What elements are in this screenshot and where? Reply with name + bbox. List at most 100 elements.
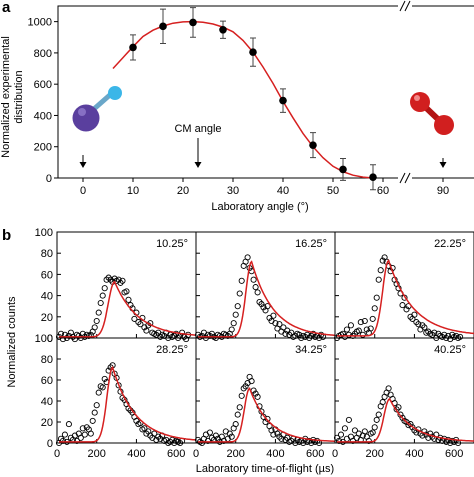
tof-data-point <box>264 303 271 310</box>
tof-data-point <box>345 416 352 423</box>
tof-data-point <box>272 320 279 327</box>
tof-data-point <box>167 438 174 445</box>
tof-xtick-label: 600 <box>167 448 185 460</box>
panel-a-data-point <box>159 22 167 31</box>
tof-fit-curve <box>198 387 335 443</box>
tof-data-point <box>99 292 106 299</box>
panel-a-ylabel-line1: Normalized experimental <box>0 36 12 158</box>
tof-data-point <box>153 436 160 443</box>
tof-ytick-label: 100 <box>35 227 53 239</box>
tof-data-point <box>395 404 402 411</box>
tof-data-point <box>369 315 376 322</box>
tof-data-point <box>365 437 372 444</box>
tof-data-point <box>296 331 303 338</box>
reactant-molecule-large-atom <box>72 104 100 132</box>
tof-data-point <box>238 277 245 284</box>
tof-data-point <box>101 375 108 382</box>
panel-a-data-point <box>339 165 347 174</box>
panel-a-xtick-label: 60 <box>377 185 389 197</box>
tof-data-point <box>99 384 106 391</box>
tof-data-point <box>399 414 406 421</box>
tof-data-point <box>369 429 376 436</box>
tof-data-point <box>371 305 378 312</box>
tof-data-point <box>399 302 406 309</box>
tof-data-point <box>91 324 98 331</box>
tof-ytick-label: 60 <box>41 269 53 281</box>
tof-xtick-label: 400 <box>127 448 145 460</box>
tof-ytick-label: 80 <box>41 248 53 260</box>
tof-data-point <box>357 319 364 326</box>
tof-data-point <box>123 288 130 295</box>
panel-a-ytick-label: 1000 <box>28 17 52 29</box>
tof-ytick-label: 20 <box>41 312 53 324</box>
tof-data-point <box>282 330 289 337</box>
tof-data-point <box>236 404 243 411</box>
arrow-head <box>439 162 447 168</box>
tof-data-point <box>341 425 348 432</box>
tof-data-point <box>228 326 235 333</box>
arrow-head <box>194 162 202 168</box>
arrow-head <box>79 162 87 168</box>
tof-data-point <box>379 399 386 406</box>
tof-data-point <box>87 430 94 437</box>
tof-xtick-label: 0 <box>54 448 60 460</box>
tof-data-point <box>351 427 358 434</box>
tof-data-point <box>439 333 446 340</box>
tof-data-point <box>258 408 265 415</box>
tof-xtick-label: 400 <box>266 448 284 460</box>
axis-break-mark-top <box>399 0 411 12</box>
tof-data-point <box>379 257 386 264</box>
tof-data-point <box>95 389 102 396</box>
tof-data-point <box>258 301 265 308</box>
tof-xtick-label: 200 <box>366 448 384 460</box>
tof-data-point <box>230 320 237 327</box>
tof-data-point <box>431 329 438 336</box>
panel-a-ylabel-line2: distribution <box>13 70 25 123</box>
tof-data-point <box>61 431 68 438</box>
tof-data-point <box>306 437 313 444</box>
tof-data-point <box>234 303 241 310</box>
reactant-molecule-small-atom <box>108 86 122 100</box>
tof-ytick-label: 100 <box>35 333 53 345</box>
tof-data-point <box>415 321 422 328</box>
tof-data-point <box>232 421 239 428</box>
panel-a-xtick-label: 30 <box>227 185 239 197</box>
tof-data-point <box>151 430 158 437</box>
tof-data-point <box>206 429 213 436</box>
tof-data-point <box>155 433 162 440</box>
tof-xtick-label: 600 <box>445 448 463 460</box>
tof-data-point <box>81 431 88 438</box>
tof-data-point <box>367 325 374 332</box>
panel-a-data-point <box>219 25 227 34</box>
tof-data-point <box>252 390 259 397</box>
tof-data-point <box>137 321 144 328</box>
product-molecule-atom-1 <box>410 92 430 112</box>
tof-xtick-label: 0 <box>332 448 338 460</box>
tof-data-point <box>65 421 72 428</box>
tof-xtick-label: 200 <box>88 448 106 460</box>
tof-data-point <box>349 437 356 444</box>
tof-data-point <box>361 317 368 325</box>
panel-a-xtick-label: 0 <box>80 185 86 197</box>
tof-data-point <box>262 418 269 426</box>
panel-a-data-point <box>369 173 377 182</box>
panel-a-xtick-label: 90 <box>437 185 449 197</box>
panel-b-xlabel: Laboratory time-of-flight (µs) <box>196 463 334 475</box>
tof-data-point <box>441 331 448 338</box>
tof-data-point <box>254 289 261 296</box>
tof-data-point <box>250 276 257 283</box>
panel-a-ytick-label: 0 <box>46 173 52 185</box>
tof-data-point <box>419 322 426 329</box>
tof-data-point <box>117 279 124 286</box>
panel-a-xtick-label: 40 <box>277 185 289 197</box>
tof-data-point <box>363 326 370 333</box>
tof-ytick-label: 40 <box>41 291 53 303</box>
panel-a-ytick-label: 800 <box>34 48 52 60</box>
tof-data-point <box>103 276 110 283</box>
tof-data-point <box>254 393 261 400</box>
tof-angle-label: 22.25° <box>434 238 466 250</box>
tof-data-point <box>135 319 142 326</box>
tof-angle-label: 40.25° <box>434 344 466 356</box>
panel-a-data-point <box>279 96 287 105</box>
